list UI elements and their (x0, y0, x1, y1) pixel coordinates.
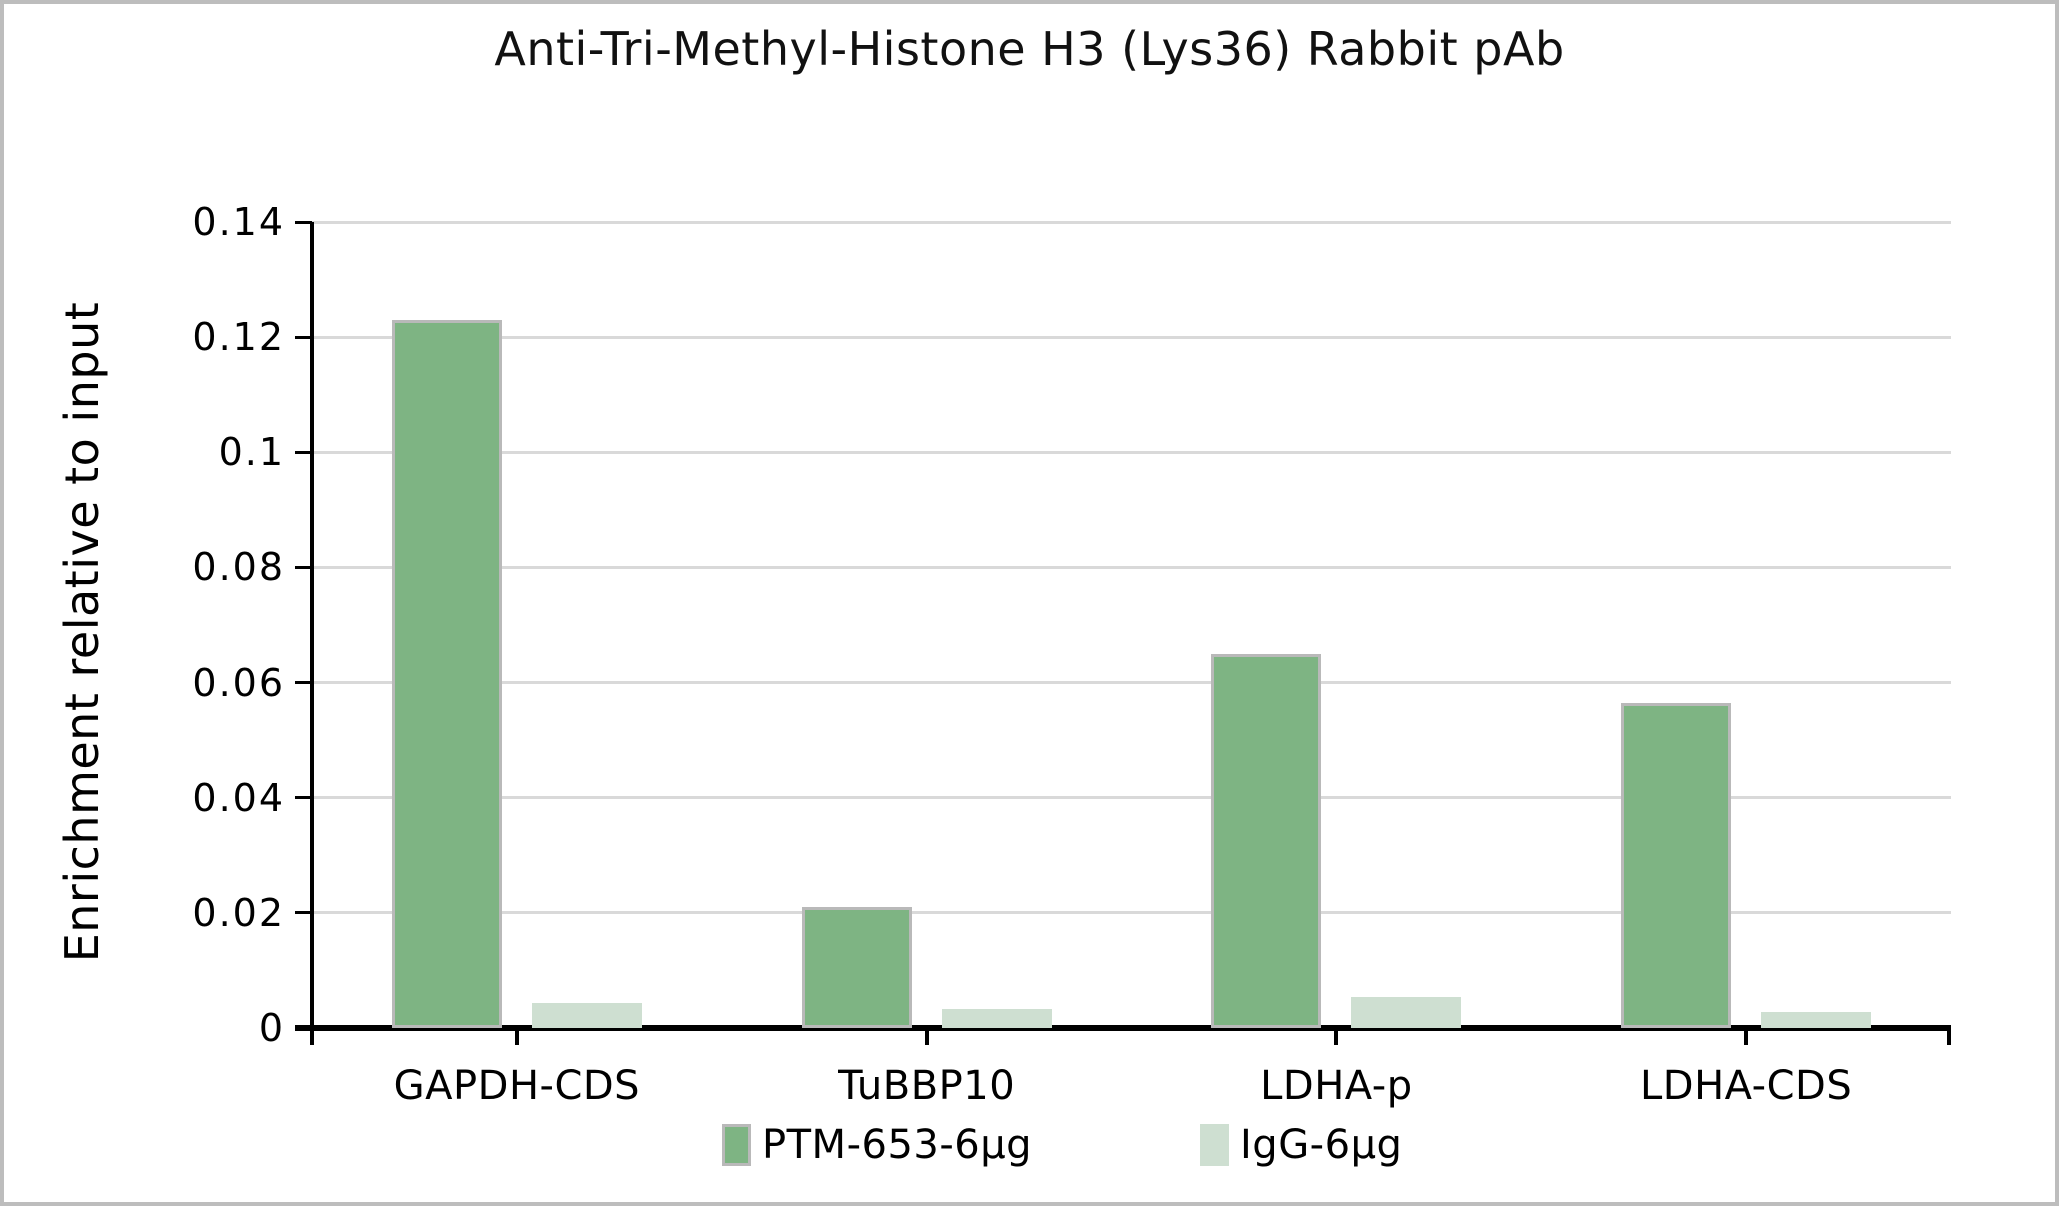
bar-PTM-653-6µg-LDHA-CDS (1621, 702, 1732, 1028)
legend: PTM-653-6µg IgG-6µg (0, 1122, 2059, 1182)
bar-IgG-6µg-TuBBP10 (941, 1009, 1052, 1028)
bar-PTM-653-6µg-TuBBP10 (801, 907, 912, 1028)
y-axis-tick-label: 0.06 (192, 660, 285, 705)
y-axis-tick (295, 335, 312, 339)
legend-item-IgG-6µg: IgG-6µg (1200, 1122, 1402, 1168)
legend-swatch-icon (722, 1124, 751, 1166)
y-axis-tick-label: 0 (258, 1006, 285, 1050)
y-axis-tick-label: 0.08 (192, 545, 285, 590)
x-axis-end-tick (1947, 1028, 1951, 1045)
x-category-label: LDHA-CDS (1640, 1063, 1853, 1109)
y-axis-tick-label: 0.12 (192, 315, 285, 360)
bar-PTM-653-6µg-LDHA-p (1211, 653, 1322, 1028)
x-axis-tick (924, 1028, 929, 1045)
bar-IgG-6µg-LDHA-p (1351, 997, 1462, 1028)
y-gridline (312, 220, 1951, 224)
y-gridline (312, 681, 1951, 685)
y-axis-tick-label: 0.14 (192, 200, 285, 244)
x-axis-tick (1334, 1028, 1339, 1045)
legend-swatch-icon (1200, 1124, 1229, 1166)
y-axis-tick-label: 0.04 (192, 775, 285, 820)
y-gridline (312, 335, 1951, 339)
y-axis-line (310, 222, 314, 1045)
y-axis-tick (295, 911, 312, 915)
bar-IgG-6µg-LDHA-CDS (1761, 1012, 1872, 1028)
y-axis-tick-label: 0.1 (218, 430, 285, 475)
y-axis-tick (295, 220, 312, 224)
legend-item-PTM-653-6µg: PTM-653-6µg (722, 1122, 1032, 1168)
bar-IgG-6µg-GAPDH-CDS (531, 1002, 642, 1028)
x-axis-tick (1744, 1028, 1749, 1045)
y-gridline (312, 450, 1951, 454)
y-axis-tick (295, 796, 312, 800)
y-axis-tick (295, 450, 312, 454)
y-axis-tick-label: 0.02 (192, 890, 285, 935)
chart-title: Anti-Tri-Methyl-Histone H3 (Lys36) Rabbi… (494, 22, 1565, 76)
x-axis-line (295, 1025, 1951, 1031)
x-category-label: LDHA-p (1260, 1063, 1413, 1109)
x-category-label: GAPDH-CDS (393, 1063, 641, 1109)
y-gridline (312, 796, 1951, 800)
y-gridline (312, 911, 1951, 915)
x-axis-tick (514, 1028, 519, 1045)
legend-label: PTM-653-6µg (762, 1122, 1033, 1168)
legend-label: IgG-6µg (1240, 1122, 1403, 1168)
x-category-label: TuBBP10 (838, 1063, 1016, 1109)
y-axis-tick (295, 565, 312, 569)
bar-PTM-653-6µg-GAPDH-CDS (391, 319, 502, 1028)
y-axis-tick (295, 681, 312, 685)
y-gridline (312, 565, 1951, 569)
